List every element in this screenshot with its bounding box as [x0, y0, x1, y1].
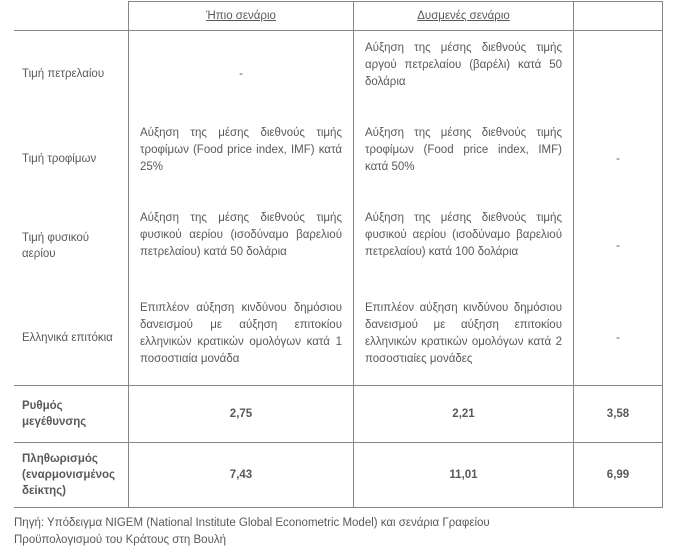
source-note: Πηγή: Υπόδειγμα NIGEM (National Institut…: [14, 517, 490, 546]
cell-growth-adverse: 2,21: [353, 385, 573, 442]
cell-rates-mild: Επιπλέον αύξηση κινδύνου δημόσιου δανεισ…: [128, 291, 353, 385]
cell-growth-baseline: 3,58: [573, 385, 663, 442]
header-mild-scenario-label: Ήπιο σενάριο: [206, 10, 276, 22]
cell-gas-mild: Αύξηση της μέσης διεθνούς τιμής φυσικού …: [128, 201, 353, 291]
cell-oil-mild: -: [128, 31, 353, 116]
scenario-table-section: Ήπιο σενάριο Δυσμενές σενάριο Τιμή πετρε…: [14, 1, 663, 508]
cell-rates-adverse: Επιπλέον αύξηση κινδύνου δημόσιου δανεισ…: [353, 291, 573, 385]
cell-oil-baseline: [573, 31, 663, 116]
cell-food-adverse: Αύξηση της μέσης διεθνούς τιμής τροφίμων…: [353, 116, 573, 201]
header-mild-scenario: Ήπιο σενάριο: [128, 1, 353, 31]
cell-gas-baseline: -: [573, 201, 663, 291]
cell-food-baseline: -: [573, 116, 663, 201]
row-label-food: Τιμή τροφίμων: [22, 152, 97, 165]
scenario-table: Ήπιο σενάριο Δυσμενές σενάριο Τιμή πετρε…: [14, 1, 663, 508]
row-label-rates: Ελληνικά επιτόκια: [22, 332, 113, 344]
cell-rates-baseline: -: [573, 291, 663, 385]
row-label-growth: Ρυθμός μεγέθυνσης: [14, 385, 128, 442]
cell-inflation-adverse: 11,01: [353, 442, 573, 508]
cell-oil-adverse: Αύξηση της μέσης διεθνούς τιμής αργού πε…: [353, 31, 573, 116]
header-adverse-scenario-label: Δυσμενές σενάριο: [417, 10, 510, 22]
header-label-col: [14, 1, 128, 31]
row-label-inflation: Πληθωρισμός (εναρμονισμένος δείκτης): [14, 442, 128, 508]
header-adverse-scenario: Δυσμενές σενάριο: [353, 1, 573, 31]
row-label-gas: Τιμή φυσικού αερίου: [22, 232, 90, 260]
cell-growth-mild: 2,75: [128, 385, 353, 442]
row-label-oil: Τιμή πετρελαίου: [22, 67, 105, 80]
cell-food-mild: Αύξηση της μέσης διεθνούς τιμής τροφίμων…: [128, 116, 353, 201]
cell-inflation-mild: 7,43: [128, 442, 353, 508]
cell-inflation-baseline: 6,99: [573, 442, 663, 508]
header-baseline-col: [573, 1, 663, 31]
cell-gas-adverse: Αύξηση της μέσης διεθνούς τιμής φυσικού …: [353, 201, 573, 291]
